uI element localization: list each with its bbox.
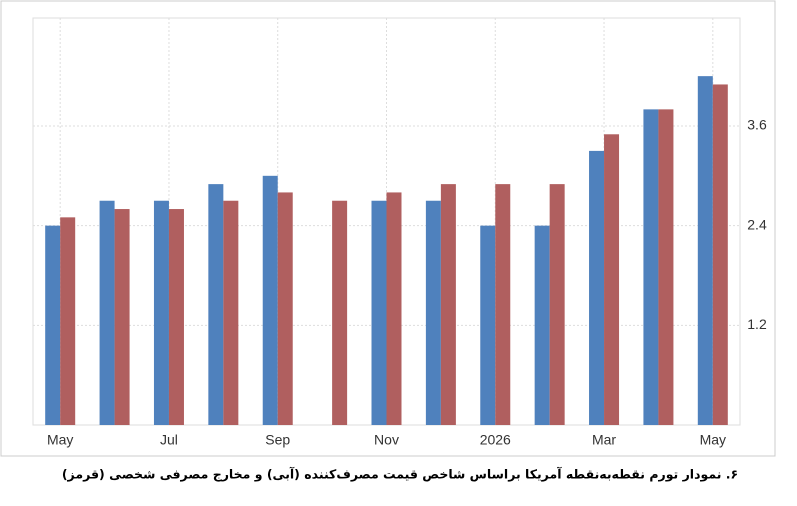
y-tick-label: 2.4	[747, 216, 767, 232]
bar	[99, 200, 115, 425]
bar	[208, 184, 224, 425]
bar	[60, 217, 76, 425]
chart-caption: ۶. نمودار تورم نقطه‌به‌نقطه آمریکا براسا…	[62, 467, 738, 483]
bar	[658, 109, 674, 426]
bar	[425, 200, 441, 425]
bar	[332, 200, 348, 425]
y-tick-label: 1.2	[747, 316, 767, 332]
x-tick-label: Mar	[592, 432, 616, 448]
bar	[589, 150, 605, 426]
bar	[153, 200, 169, 425]
bar	[480, 225, 496, 425]
bar	[371, 200, 387, 425]
x-tick-label: 2026	[480, 432, 511, 448]
bar	[45, 225, 61, 425]
bar	[114, 209, 130, 425]
bar	[549, 184, 565, 425]
bar	[697, 76, 713, 426]
x-tick-label: May	[700, 432, 726, 448]
chart-border	[0, 0, 776, 457]
bar	[262, 175, 278, 425]
x-tick-label: May	[47, 432, 73, 448]
bar	[386, 192, 402, 425]
bar	[223, 200, 239, 425]
bar	[712, 84, 728, 426]
x-tick-label: Nov	[374, 432, 399, 448]
x-tick-label: Jul	[160, 432, 178, 448]
bar	[534, 225, 550, 425]
x-tick-label: Sep	[265, 432, 290, 448]
bar	[604, 134, 620, 426]
bar	[168, 209, 184, 425]
bar	[495, 184, 511, 425]
bar	[440, 184, 456, 425]
bar	[277, 192, 293, 425]
y-tick-label: 3.6	[747, 117, 767, 133]
bar	[643, 109, 659, 426]
